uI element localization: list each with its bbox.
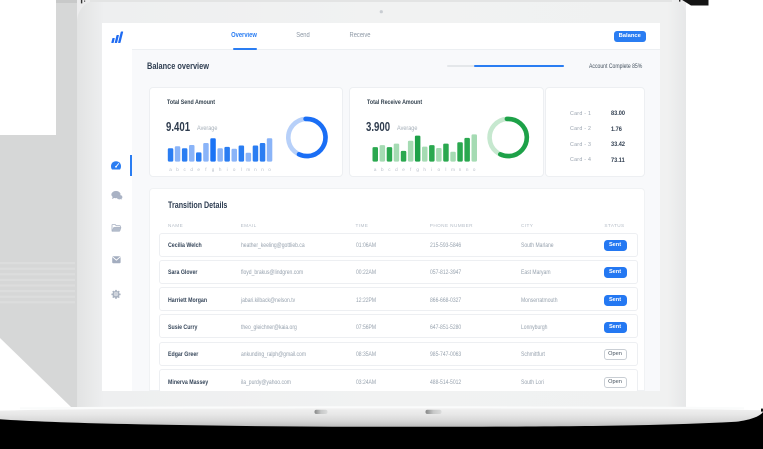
svg-text:f: f <box>409 167 411 172</box>
svg-text:a: a <box>373 167 376 172</box>
svg-text:l: l <box>445 167 446 172</box>
svg-text:e: e <box>197 167 200 172</box>
svg-text:c: c <box>183 167 186 172</box>
svg-text:f: f <box>205 167 207 172</box>
svg-text:o: o <box>472 167 475 172</box>
svg-text:g: g <box>416 167 419 172</box>
svg-text:g: g <box>212 167 215 172</box>
svg-text:n: n <box>254 167 257 172</box>
svg-text:h: h <box>423 167 426 172</box>
svg-text:n: n <box>458 167 461 172</box>
svg-text:l: l <box>241 167 242 172</box>
svg-text:o: o <box>268 167 271 172</box>
svg-text:m: m <box>246 167 250 172</box>
svg-text:o: o <box>437 167 440 172</box>
svg-text:h: h <box>219 167 222 172</box>
svg-text:a: a <box>169 167 172 172</box>
svg-text:i: i <box>431 167 432 172</box>
svg-text:c: c <box>388 167 391 172</box>
svg-text:n: n <box>465 167 468 172</box>
svg-text:i: i <box>227 167 228 172</box>
svg-text:m: m <box>451 167 455 172</box>
svg-text:n: n <box>261 167 264 172</box>
svg-text:o: o <box>233 167 236 172</box>
svg-text:b: b <box>176 167 179 172</box>
svg-text:b: b <box>381 167 384 172</box>
svg-text:d: d <box>190 167 193 172</box>
svg-text:d: d <box>395 167 398 172</box>
svg-text:e: e <box>402 167 405 172</box>
